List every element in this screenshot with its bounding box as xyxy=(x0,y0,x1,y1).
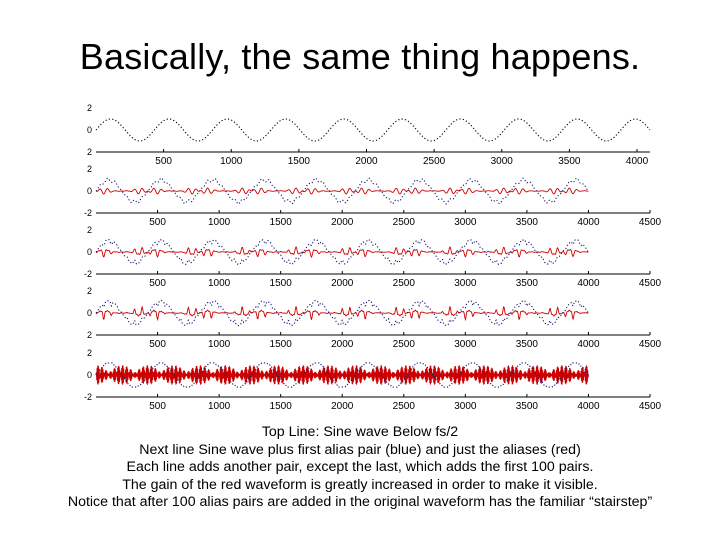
x-tick-label: 2500 xyxy=(423,156,446,167)
y-tick-label: 2 xyxy=(87,348,92,358)
x-tick-label: 2000 xyxy=(331,217,354,228)
caption-line-4: The gain of the red waveform is greatly … xyxy=(122,476,598,493)
x-tick-label: 1000 xyxy=(208,401,231,412)
y-tick-label: -2 xyxy=(84,392,92,402)
x-tick-label: 500 xyxy=(149,401,166,412)
x-tick-label: 500 xyxy=(149,217,166,228)
x-tick-label: 1500 xyxy=(270,401,293,412)
x-tick-label: 4000 xyxy=(577,217,600,228)
x-tick-label: 4500 xyxy=(639,401,662,412)
x-tick-label: 3500 xyxy=(516,278,539,289)
y-tick-label: 2 xyxy=(87,147,92,157)
y-tick-label: 2 xyxy=(87,103,92,113)
x-tick-label: 4000 xyxy=(626,156,649,167)
x-tick-label: 3500 xyxy=(516,217,539,228)
caption: Top Line: Sine wave Below fs/2 Next line… xyxy=(0,424,720,512)
y-tick-label: -2 xyxy=(84,269,92,279)
caption-line-5: Notice that after 100 alias pairs are ad… xyxy=(67,494,653,511)
x-tick-label: 1000 xyxy=(208,217,231,228)
x-tick-label: 500 xyxy=(149,339,166,350)
x-tick-label: 2500 xyxy=(393,278,416,289)
x-tick-label: 2000 xyxy=(355,156,378,167)
y-tick-label: 0 xyxy=(87,125,92,135)
y-tick-label: 0 xyxy=(87,370,92,380)
x-tick-label: 2500 xyxy=(393,339,416,350)
plot-panel-3: 500 1000 1500 2000 2500 3000 3500 4000 4500 2 0 -2 xyxy=(84,225,662,289)
y-tick-label: 2 xyxy=(87,225,92,235)
y-tick-label: 2 xyxy=(87,330,92,340)
y-tick-label: 2 xyxy=(87,286,92,296)
y-tick-label: 2 xyxy=(87,164,92,174)
series-line-aliases xyxy=(95,246,589,259)
y-tick-label: -2 xyxy=(84,208,92,218)
series-line-waveform xyxy=(95,118,651,142)
y-tick-label: 0 xyxy=(87,247,92,257)
x-tick-label: 2000 xyxy=(331,401,354,412)
x-tick-label: 3000 xyxy=(454,339,477,350)
x-tick-label: 3000 xyxy=(491,156,514,167)
x-tick-label: 3500 xyxy=(516,339,539,350)
x-tick-label: 4500 xyxy=(639,217,662,228)
series-line-aliases xyxy=(95,305,589,322)
x-tick-label: 2500 xyxy=(393,401,416,412)
x-tick-label: 4000 xyxy=(577,401,600,412)
caption-line-1: Top Line: Sine wave Below fs/2 xyxy=(261,424,459,440)
x-tick-label: 4000 xyxy=(577,339,600,350)
slide-title: Basically, the same thing happens. xyxy=(79,36,641,77)
x-tick-label: 1500 xyxy=(270,278,293,289)
x-tick-label: 500 xyxy=(155,156,172,167)
x-tick-label: 1500 xyxy=(270,217,293,228)
plot-panel-1: 500 1000 1500 2000 2500 3000 3500 4000 2 0 2 xyxy=(87,103,651,167)
series-line-waveform xyxy=(95,362,589,388)
x-tick-label: 3500 xyxy=(558,156,581,167)
y-tick-label: 0 xyxy=(87,186,92,196)
x-tick-label: 1000 xyxy=(220,156,243,167)
x-tick-label: 1500 xyxy=(270,339,293,350)
x-tick-label: 4500 xyxy=(639,278,662,289)
x-tick-label: 500 xyxy=(149,278,166,289)
x-tick-label: 1000 xyxy=(208,339,231,350)
x-tick-label: 3000 xyxy=(454,217,477,228)
series-line-aliases xyxy=(95,365,589,385)
series-line-waveform xyxy=(95,177,589,205)
series-line-waveform xyxy=(95,299,589,327)
plot-panel-5: 500 1000 1500 2000 2500 3000 3500 4000 4500 2 0 -2 xyxy=(84,348,662,412)
x-tick-label: 4500 xyxy=(639,339,662,350)
x-tick-label: 2500 xyxy=(393,217,416,228)
x-tick-label: 4000 xyxy=(577,278,600,289)
caption-line-3: Each line adds another pair, except the … xyxy=(126,459,594,476)
x-tick-label: 1500 xyxy=(288,156,311,167)
x-tick-label: 3000 xyxy=(454,401,477,412)
y-tick-label: 0 xyxy=(87,308,92,318)
x-tick-label: 3000 xyxy=(454,278,477,289)
series-line-aliases xyxy=(95,187,589,195)
caption-line-2: Next line Sine wave plus first alias pai… xyxy=(139,441,581,458)
x-tick-label: 3500 xyxy=(516,401,539,412)
plot-panel-2: 500 1000 1500 2000 2500 3000 3500 4000 4500 2 0 -2 xyxy=(84,164,662,228)
x-tick-label: 2000 xyxy=(331,278,354,289)
x-tick-label: 1000 xyxy=(208,278,231,289)
x-tick-label: 2000 xyxy=(331,339,354,350)
plot-panel-4: 500 1000 1500 2000 2500 3000 3500 4000 4500 2 0 2 xyxy=(87,286,662,350)
